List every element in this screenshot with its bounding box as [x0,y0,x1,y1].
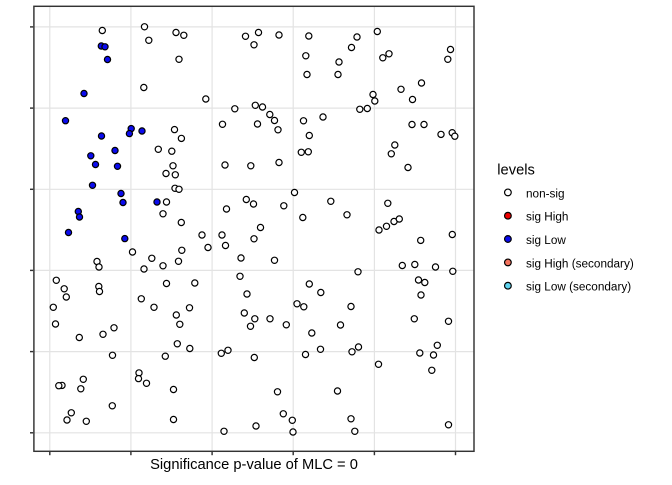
svg-text:Significance p-value of MLC =: Significance p-value of MLC = 0 [150,457,358,473]
svg-text:sig Low (secondary): sig Low (secondary) [526,281,631,294]
svg-text:sig High: sig High [526,211,568,224]
svg-text:levels: levels [497,162,535,178]
svg-text:non-sig: non-sig [526,187,565,200]
svg-text:sig High (secondary): sig High (secondary) [526,257,634,270]
svg-text:sig Low: sig Low [526,234,566,247]
